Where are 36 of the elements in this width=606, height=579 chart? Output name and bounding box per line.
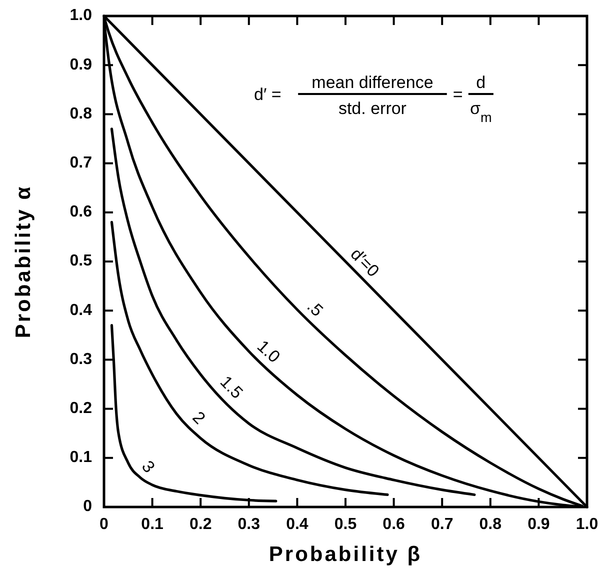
annotation: d′ = xyxy=(254,85,282,104)
y-tick-label: 0.7 xyxy=(70,154,92,172)
text: 1.0 xyxy=(253,336,284,367)
y-tick-label: 0.6 xyxy=(70,204,92,221)
y-axis-title: Probability α xyxy=(12,184,35,338)
annotation: mean difference xyxy=(312,73,434,92)
x-tick-label: 0.3 xyxy=(238,516,260,533)
y-tick-label: 0.1 xyxy=(70,449,92,466)
x-tick-label: 0.9 xyxy=(528,516,550,533)
annotation: = xyxy=(452,85,463,104)
x-tick-label: 0.4 xyxy=(286,516,308,533)
x-tick-label: 0.5 xyxy=(334,516,357,533)
x-axis-title: Probability β xyxy=(268,543,422,566)
text: 3 xyxy=(138,457,159,476)
text: 1.5 xyxy=(216,372,247,402)
x-tick-label: 1.0 xyxy=(576,516,598,533)
x-tick-label: 0.2 xyxy=(189,516,212,533)
y-tick-label: 0.4 xyxy=(70,302,92,319)
annotation: std. error xyxy=(338,99,407,118)
x-tick-label: 0.8 xyxy=(479,516,502,533)
y-tick-label: 1.0 xyxy=(70,7,92,24)
text: 2 xyxy=(188,408,209,428)
x-tick-label: 0.6 xyxy=(382,516,406,533)
x-tick-label: 0.7 xyxy=(430,516,454,533)
annotation: d xyxy=(476,73,486,92)
y-tick-label: 0.3 xyxy=(70,350,92,368)
x-tick-label: 0.1 xyxy=(141,516,164,533)
text: .5 xyxy=(303,296,327,320)
y-tick-label: 0.9 xyxy=(70,56,92,74)
y-tick-label: 0 xyxy=(83,498,92,516)
text: d′=0 xyxy=(346,244,383,281)
y-tick-label: 0.5 xyxy=(70,252,92,270)
annotation: σ$_{m}$ xyxy=(470,99,492,124)
x-tick-label: 0 xyxy=(100,516,109,533)
y-tick-label: 0.8 xyxy=(70,105,92,122)
y-tick-label: 0.2 xyxy=(70,400,92,418)
